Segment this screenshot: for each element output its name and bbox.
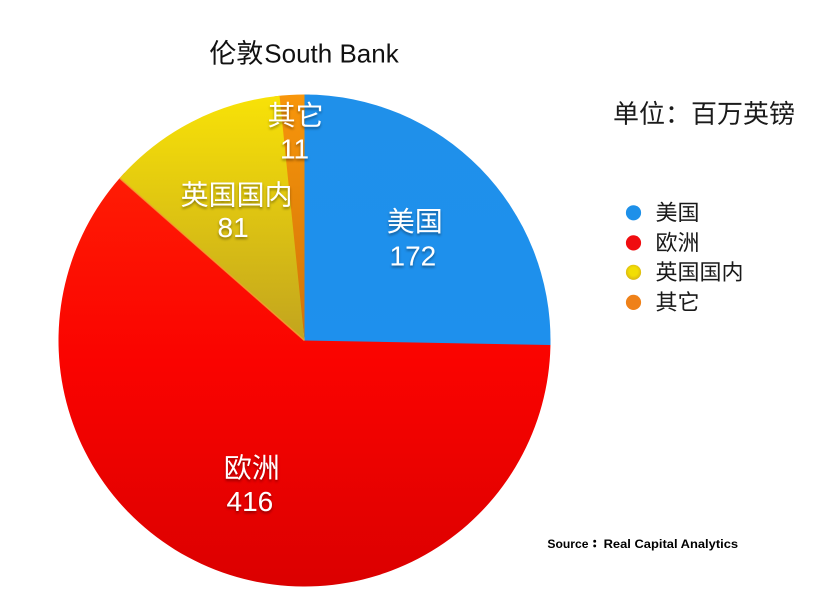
svg-text:416: 416 bbox=[227, 486, 274, 517]
svg-text:81: 81 bbox=[218, 212, 249, 243]
svg-text:Source: Source bbox=[547, 539, 588, 551]
svg-text:172: 172 bbox=[390, 241, 437, 272]
svg-text:11: 11 bbox=[280, 133, 309, 164]
svg-text:Real Capital Analytics: Real Capital Analytics bbox=[604, 539, 739, 551]
svg-text:South Bank: South Bank bbox=[264, 39, 399, 69]
